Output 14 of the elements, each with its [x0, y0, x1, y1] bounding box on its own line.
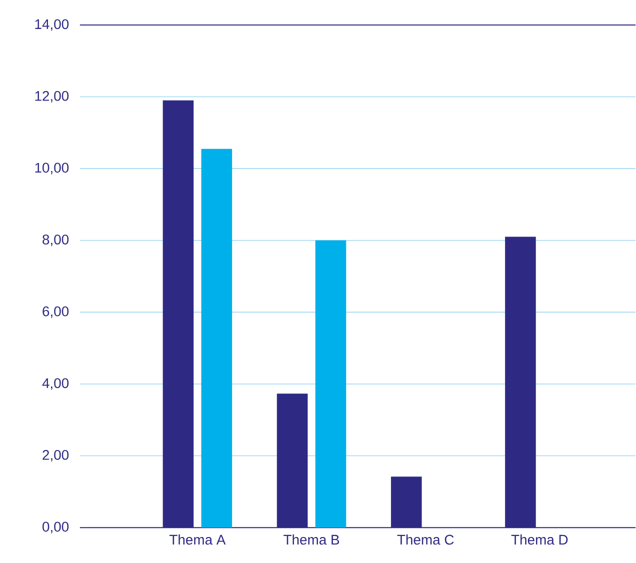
bar	[201, 149, 232, 528]
bar	[315, 240, 346, 528]
x-tick-label: Thema B	[284, 534, 340, 545]
x-tick-label: Thema C	[397, 534, 454, 545]
y-tick-label: 2,00	[42, 450, 69, 462]
y-tick-label: 8,00	[42, 234, 69, 246]
y-tick-label: 4,00	[42, 378, 69, 390]
y-tick-label: 10,00	[35, 163, 69, 175]
y-tick-label: 0,00	[42, 522, 69, 534]
y-tick-label: 12,00	[35, 91, 69, 103]
y-tick-label: 14,00	[35, 19, 69, 31]
x-tick-label: Thema D	[511, 534, 568, 545]
x-tick-label: Thema A	[169, 534, 226, 545]
y-tick-label: 6,00	[42, 306, 69, 318]
